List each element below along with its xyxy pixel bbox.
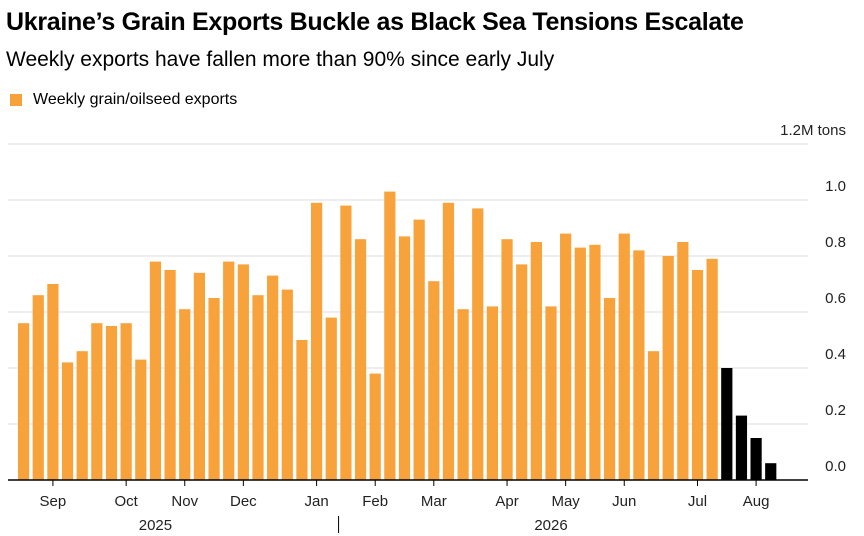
bar [486,306,498,480]
x-tick-label: Jun [612,493,636,510]
bar [47,284,59,480]
x-tick-label: Oct [114,493,138,510]
bar [428,281,440,480]
x-tick-label: Aug [743,493,770,510]
bar [223,261,235,480]
bar [369,373,381,480]
x-axis-ticks: Sep Oct Nov Dec Jan Feb Mar Apr May Jun Jul Aug [40,480,770,510]
bar [164,270,176,480]
x-tick-label: Dec [230,493,257,510]
bar [76,351,88,480]
y-axis-unit-label: 1.2M tons [780,122,846,139]
bar [691,270,704,480]
bar [237,264,249,480]
x-tick-label: Feb [362,493,388,510]
bar [325,317,337,480]
bar [516,264,528,480]
bar [267,275,279,480]
legend-swatch [10,94,22,106]
bar [472,208,484,480]
chart-title: Ukraine’s Grain Exports Buckle as Black … [6,8,744,36]
bar [105,326,118,480]
chart-subtitle: Weekly exports have fallen more than 90%… [6,48,555,71]
x-tick-label: May [551,493,580,510]
bar [647,351,660,480]
x-tick-label: Nov [171,493,198,510]
bar [574,247,586,480]
bar [501,239,513,480]
bar [32,295,44,480]
bar [604,298,616,480]
bar-highlight [721,368,733,480]
x-tick-label: Sep [40,493,67,510]
bar [560,233,572,480]
y-tick-label: 1.0 [825,178,846,195]
bar [135,359,147,480]
bar [340,205,352,480]
bar [618,233,630,480]
bar [179,309,191,480]
bar [413,219,425,480]
bar-highlight [765,463,777,480]
bar [706,258,718,480]
bar [149,261,162,480]
bar [296,340,308,480]
bar [193,272,205,480]
bar [457,309,469,480]
bar [545,306,557,480]
year-labels: 2025 2026 [139,516,568,534]
legend: Weekly grain/oilseed exports [10,91,237,109]
bar [281,289,293,480]
bar [384,191,396,480]
bar [354,239,367,480]
bar [662,256,674,480]
bar-highlight [735,415,748,480]
x-tick-label: Mar [421,493,447,510]
bar [252,295,264,480]
y-axis-ticks: 0.0 0.2 0.4 0.6 0.8 1.0 [825,178,846,475]
y-tick-label: 0.6 [825,290,846,307]
bar [442,202,455,481]
year-label: 2025 [139,517,172,534]
bar [208,298,220,480]
bar [677,242,689,480]
y-tick-label: 0.4 [825,346,846,363]
x-tick-label: Jan [305,493,329,510]
year-label: 2026 [534,517,567,534]
x-tick-label: Apr [495,493,518,510]
bar [120,323,132,480]
bar [61,362,74,480]
bars [18,191,777,481]
y-tick-label: 0.2 [825,402,846,419]
y-tick-label: 0.0 [825,458,846,475]
bar [311,202,323,481]
bar [589,244,601,480]
legend-label: Weekly grain/oilseed exports [33,91,238,108]
bar [398,236,411,480]
bar [530,242,542,480]
bar [633,250,645,480]
y-tick-label: 0.8 [825,234,846,251]
bar [91,323,103,480]
x-tick-label: Jul [688,493,707,510]
bar-highlight [750,438,762,480]
bar [18,323,30,480]
